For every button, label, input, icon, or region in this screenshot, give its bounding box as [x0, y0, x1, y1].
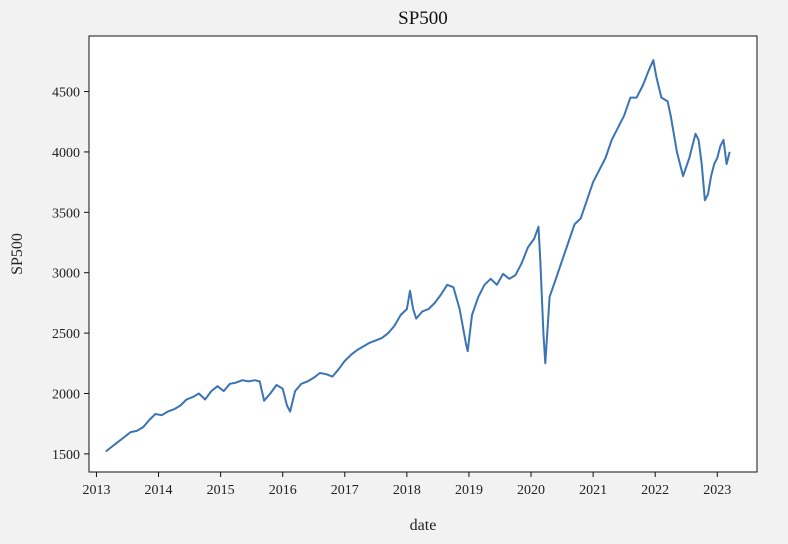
x-tick-label: 2016: [269, 483, 297, 498]
series-line: [105, 59, 731, 453]
plot-area: [89, 36, 757, 472]
plot-frame: [88, 35, 758, 473]
x-tick-label: 2020: [517, 483, 545, 498]
x-tick-label: 2021: [579, 483, 607, 498]
series-layer: [105, 59, 731, 453]
y-axis: 1500 2000 2500 3000 3500 4000 4500: [52, 86, 89, 463]
y-tick-label: 2500: [52, 327, 80, 342]
x-axis-label: date: [410, 517, 437, 534]
y-tick-label: 3500: [52, 206, 80, 221]
y-tick-label: 2000: [52, 387, 80, 402]
x-tick-label: 2018: [393, 483, 421, 498]
x-tick-label: 2023: [703, 483, 731, 498]
chart-title: SP500: [398, 8, 448, 29]
y-axis-label: SP500: [9, 233, 26, 275]
x-tick-label: 2013: [82, 483, 110, 498]
y-tick-label: 4000: [52, 146, 80, 161]
x-tick-label: 2022: [641, 483, 669, 498]
y-tick-label: 3000: [52, 267, 80, 282]
x-tick-label: 2019: [455, 483, 483, 498]
x-tick-label: 2017: [331, 483, 359, 498]
x-tick-label: 2014: [145, 483, 173, 498]
y-tick-label: 4500: [52, 86, 80, 101]
x-axis: 2013 2014 2015 2016 2017 2018 2019 2020 2021 2022…: [82, 472, 731, 498]
x-tick-label: 2015: [207, 483, 235, 498]
y-tick-label: 1500: [52, 448, 80, 463]
